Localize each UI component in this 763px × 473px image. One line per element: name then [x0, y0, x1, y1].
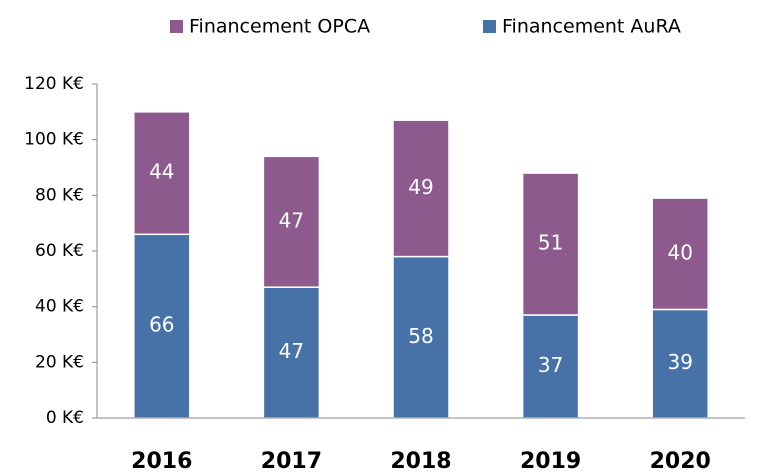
bar-segment	[133, 111, 191, 236]
y-tick-label: 0 K€	[46, 408, 84, 428]
bar-segment	[392, 119, 450, 258]
x-tick-label: 2016	[131, 449, 192, 473]
data-label: 44	[149, 160, 174, 184]
bar-segment	[392, 255, 450, 419]
x-tick-label: 2018	[390, 449, 451, 473]
y-tick-label: 120 K€	[24, 74, 84, 94]
bar-segment	[651, 197, 709, 311]
data-label: 39	[667, 350, 692, 374]
bar-segment	[262, 155, 321, 288]
data-label: 66	[149, 313, 174, 337]
data-label: 49	[408, 175, 433, 199]
x-tick-label: 2020	[650, 449, 711, 473]
legend-label: Financement OPCA	[189, 16, 370, 38]
data-label: 47	[279, 208, 304, 232]
y-tick-label: 100 K€	[24, 130, 84, 150]
y-tick-label: 80 K€	[35, 185, 84, 205]
data-label: 37	[538, 353, 563, 377]
y-tick-label: 20 K€	[35, 352, 84, 372]
legend-swatch	[483, 20, 496, 33]
data-label: 58	[408, 324, 433, 348]
data-label: 40	[667, 240, 692, 264]
y-tick-label: 60 K€	[35, 241, 84, 261]
legend-label: Financement AuRA	[502, 16, 681, 38]
x-tick-label: 2019	[520, 449, 581, 473]
bar-segment	[133, 233, 191, 419]
data-label: 47	[279, 339, 304, 363]
y-tick-label: 40 K€	[35, 297, 84, 317]
bar-segment	[521, 172, 580, 316]
x-tick-label: 2017	[261, 449, 322, 473]
legend-swatch	[170, 20, 183, 33]
bar-segment	[262, 286, 321, 419]
data-label: 51	[538, 231, 563, 255]
